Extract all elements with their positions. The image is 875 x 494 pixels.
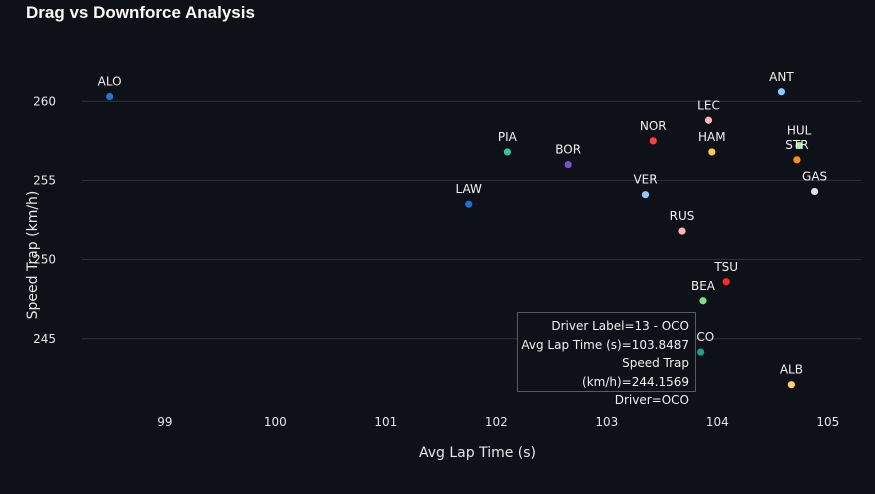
point-label: PIA bbox=[498, 130, 518, 144]
data-point[interactable] bbox=[649, 137, 657, 145]
tooltip-avg-lap-time: Avg Lap Time (s)=103.8487 bbox=[521, 337, 689, 352]
point-label: TSU bbox=[713, 260, 738, 274]
point-label: GAS bbox=[802, 170, 827, 184]
data-point[interactable] bbox=[564, 160, 572, 169]
chart-title: Drag vs Downforce Analysis bbox=[26, 3, 255, 22]
data-point[interactable] bbox=[793, 156, 801, 164]
data-point[interactable] bbox=[722, 278, 730, 286]
tooltip-speed-trap: Speed Trap (km/h)=244.1569 bbox=[582, 356, 689, 389]
y-tick-label: 250 bbox=[33, 253, 56, 267]
x-tick-label: 103 bbox=[595, 415, 618, 429]
point-label: NOR bbox=[640, 119, 667, 133]
tooltip-driver-label: Driver Label=13 - OCO bbox=[551, 319, 689, 333]
data-point[interactable] bbox=[678, 227, 686, 235]
x-tick-label: 99 bbox=[157, 415, 172, 429]
data-point[interactable] bbox=[697, 348, 705, 356]
tooltip-driver: Driver=OCO bbox=[614, 393, 689, 407]
point-label: HUL bbox=[787, 124, 812, 138]
data-point[interactable] bbox=[777, 88, 786, 96]
point-label: ANT bbox=[769, 70, 794, 84]
data-point[interactable] bbox=[795, 141, 803, 150]
x-axis-title: Avg Lap Time (s) bbox=[419, 445, 536, 461]
point-label: BOR bbox=[555, 143, 581, 157]
point-label: LAW bbox=[456, 182, 483, 196]
x-tick-label: 101 bbox=[374, 415, 397, 429]
x-tick-label: 105 bbox=[816, 415, 839, 429]
y-axis-title: Speed Trap (km/h) bbox=[25, 191, 41, 320]
point-label: STR bbox=[785, 138, 808, 152]
data-point[interactable] bbox=[787, 381, 795, 389]
y-tick-label: 255 bbox=[33, 173, 56, 187]
point-label: VER bbox=[633, 173, 657, 187]
point-label: RUS bbox=[670, 209, 695, 223]
x-tick-label: 104 bbox=[706, 415, 729, 429]
data-point[interactable] bbox=[641, 191, 650, 199]
data-point[interactable] bbox=[503, 148, 512, 156]
y-tick-label: 245 bbox=[33, 332, 56, 346]
data-point[interactable] bbox=[106, 92, 114, 101]
point-label: HAM bbox=[698, 130, 726, 144]
data-point[interactable] bbox=[708, 148, 716, 156]
x-tick-label: 102 bbox=[485, 415, 508, 429]
point-label: ALB bbox=[780, 363, 803, 377]
point-label: BEA bbox=[691, 279, 716, 293]
point-label: ALO bbox=[98, 75, 122, 89]
data-point[interactable] bbox=[810, 187, 819, 196]
y-tick-label: 260 bbox=[33, 94, 56, 108]
data-point[interactable] bbox=[699, 297, 707, 305]
hover-tooltip: Driver Label=13 - OCO Avg Lap Time (s)=1… bbox=[517, 312, 696, 407]
data-point[interactable] bbox=[465, 200, 473, 208]
point-label: LEC bbox=[697, 98, 720, 112]
data-point[interactable] bbox=[704, 116, 713, 124]
x-tick-label: 100 bbox=[264, 415, 287, 429]
